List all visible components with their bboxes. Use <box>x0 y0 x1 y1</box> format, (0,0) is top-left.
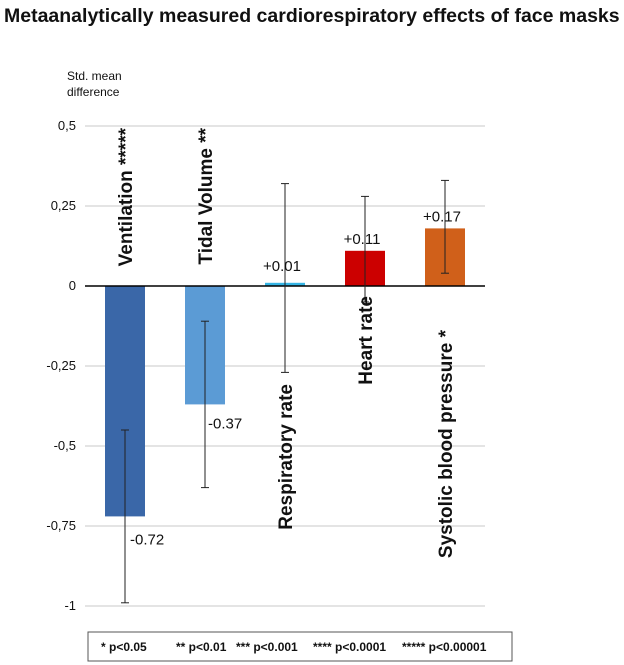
legend-entry: **** p<0.0001 <box>313 640 386 654</box>
legend-entry: ***** p<0.00001 <box>402 640 487 654</box>
value-label: +0.01 <box>263 258 301 275</box>
legend-entry: * p<0.05 <box>101 640 147 654</box>
y-tick-label: -0,25 <box>46 358 76 373</box>
error-bars <box>121 179 449 604</box>
legend-entry: *** p<0.001 <box>236 640 298 654</box>
y-tick-label: 0,5 <box>58 118 76 133</box>
legend-entry: ** p<0.01 <box>176 640 227 654</box>
y-axis-label-line-1: Std. mean <box>67 69 122 83</box>
y-tick-label: -0,75 <box>46 518 76 533</box>
chart-title: Metaanalytically measured cardiorespirat… <box>4 5 620 27</box>
category-label: Systolic blood pressure * <box>436 329 457 558</box>
value-label: -0.37 <box>208 415 242 432</box>
value-label: +0.11 <box>344 231 381 248</box>
y-tick-label: 0,25 <box>51 198 76 213</box>
value-label: +0.17 <box>423 208 461 225</box>
category-labels: Ventilation ***** Tidal Volume ** Respirat… <box>116 127 457 558</box>
category-label: Ventilation ***** <box>116 127 137 266</box>
significance-legend: * p<0.05 ** p<0.01 *** p<0.001 **** p<0.000… <box>87 631 513 662</box>
y-axis-ticks: 0,5 0,25 0 -0,25 -0,5 -0,75 -1 <box>46 118 76 613</box>
value-labels: -0.72 -0.37 +0.01 +0.11 +0.17 <box>130 208 461 548</box>
y-tick-label: -1 <box>64 598 76 613</box>
category-label: Respiratory rate <box>276 384 297 530</box>
y-tick-label: -0,5 <box>54 438 76 453</box>
y-axis-label-line-2: difference <box>67 85 120 99</box>
value-label: -0.72 <box>130 531 164 548</box>
y-tick-label: 0 <box>69 278 76 293</box>
legend-box <box>87 631 513 662</box>
category-label: Tidal Volume ** <box>196 127 217 264</box>
category-label: Heart rate <box>356 296 377 385</box>
